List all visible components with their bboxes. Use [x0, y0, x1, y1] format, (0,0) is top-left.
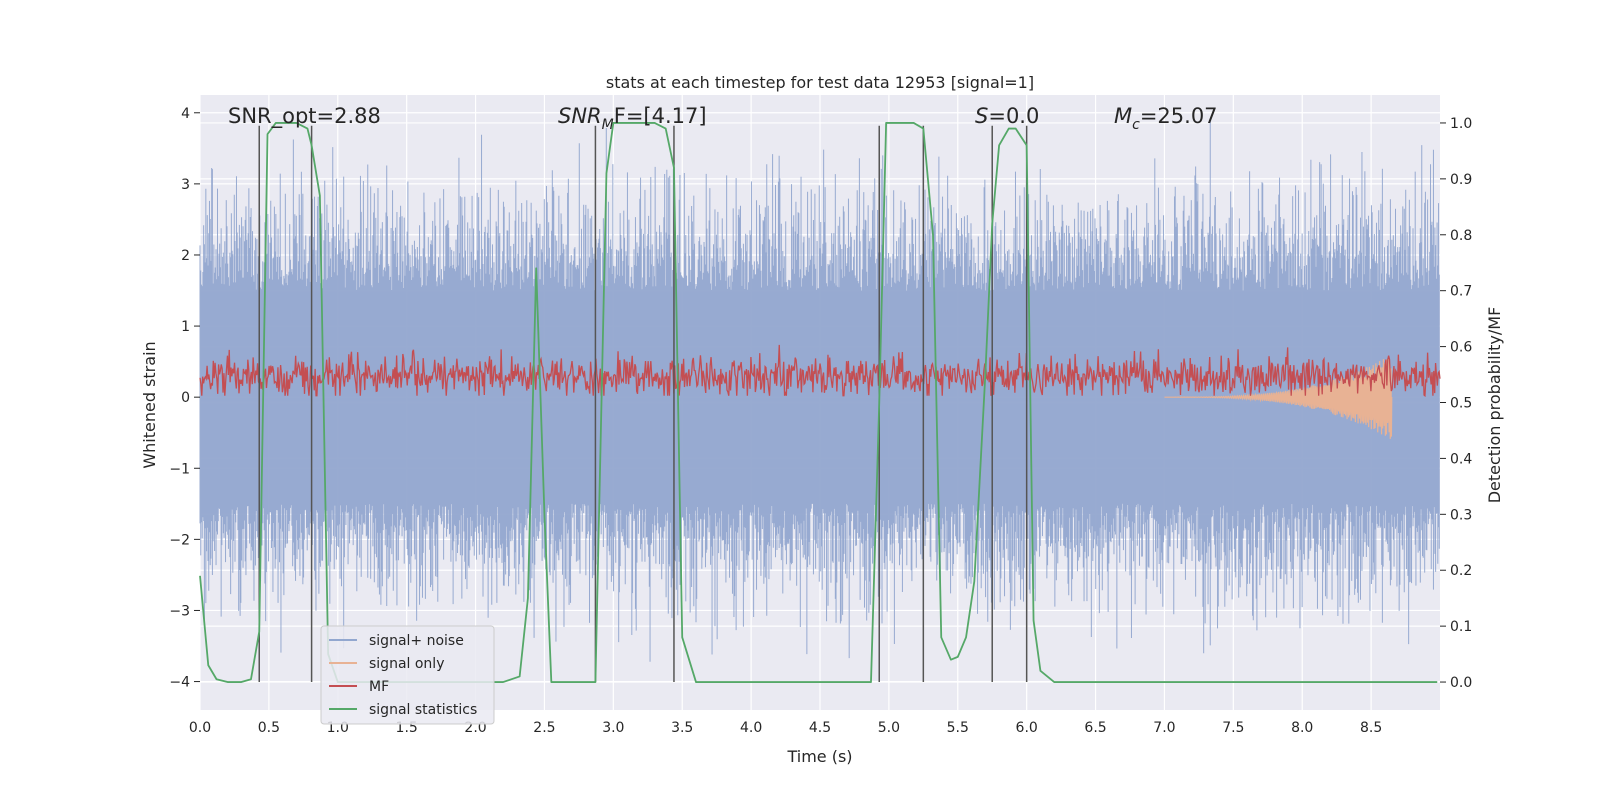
mc-value: =25.07: [1140, 104, 1218, 128]
snr-mf-subscript: M: [602, 117, 614, 133]
mf-line: [199, 344, 1441, 398]
y-right-tick-label: 0.6: [1450, 340, 1472, 356]
y-left-tick-label: 4: [181, 106, 190, 122]
y-right-tick-label: 0.1: [1450, 619, 1472, 635]
x-tick-label: 0.5: [258, 720, 280, 736]
mc-annotation: Mc=25.07: [1114, 104, 1218, 133]
legend-label: signal statistics: [369, 702, 477, 718]
y-right-tick-label: 0.5: [1450, 396, 1472, 412]
x-tick-label: 8.5: [1360, 720, 1382, 736]
snr-opt-annotation: SNR_opt=2.88: [228, 104, 381, 129]
signal-statistics-line: [199, 122, 1438, 683]
legend-label: MF: [369, 679, 389, 695]
x-tick-label: 4.0: [740, 720, 762, 736]
legend-label: signal only: [369, 656, 444, 672]
y-left-tick-label: 0: [181, 390, 190, 406]
y-left-tick-label: −2: [169, 532, 190, 548]
legend: signal+ noise signal only MF signal statist…: [320, 625, 495, 725]
x-axis-label: Time (s): [786, 747, 852, 766]
x-tick-label: 2.5: [533, 720, 555, 736]
y-left-tick-label: −1: [169, 461, 190, 477]
x-tick-label: 8.0: [1291, 720, 1313, 736]
x-tick-label: 5.5: [947, 720, 969, 736]
x-tick-label: 3.5: [671, 720, 693, 736]
x-tick-label: 7.5: [1222, 720, 1244, 736]
mf-series: [199, 344, 1441, 398]
snr-mf-annotation: SNRMF=[4.17]: [558, 104, 707, 133]
y-axis-right-label: Detection probability/MF: [1485, 307, 1504, 504]
legend-frame: [320, 625, 495, 725]
x-tick-label: 3.0: [602, 720, 624, 736]
x-tick-label: 6.0: [1016, 720, 1038, 736]
y-right-tick-label: 0.8: [1450, 228, 1472, 244]
snr-mf-value: F=[4.17]: [614, 104, 707, 128]
x-tick-label: 0.0: [189, 720, 211, 736]
y-right-tick-label: 0.9: [1450, 172, 1472, 188]
s-value: =0.0: [988, 104, 1039, 128]
y-right-tick-label: 0.4: [1450, 451, 1472, 467]
chart-title: stats at each timestep for test data 129…: [606, 73, 1034, 92]
s-annotation: S=0.0: [975, 104, 1039, 128]
y-right-tick-label: 0.0: [1450, 675, 1472, 691]
snr-mf-symbol: SNR: [558, 104, 602, 128]
y-left-tick-label: 3: [181, 177, 190, 193]
y-left-tick-label: 1: [181, 319, 190, 335]
signal-statistics-series: [199, 122, 1438, 683]
x-tick-label: 5.0: [878, 720, 900, 736]
signal-only-series: [1164, 356, 1393, 439]
mc-symbol: M: [1114, 104, 1132, 128]
x-tick-label: 7.0: [1153, 720, 1175, 736]
y-right-tick-label: 0.7: [1450, 284, 1472, 300]
x-tick-label: 6.5: [1084, 720, 1106, 736]
x-tick-label: 4.5: [809, 720, 831, 736]
ticks: 0.0 0.5 1.0 1.5 2.0 2.5 3.0 3.5 4.0 4.5 5.0 5.5 6.0 6…: [169, 106, 1472, 736]
y-left-tick-label: −3: [169, 603, 190, 619]
y-left-tick-label: 2: [181, 248, 190, 264]
legend-label: signal+ noise: [369, 633, 464, 649]
s-symbol: S: [975, 104, 988, 128]
y-axis-left-label: Whitened strain: [140, 341, 159, 468]
y-left-tick-label: −4: [169, 675, 190, 691]
y-right-tick-label: 0.3: [1450, 507, 1472, 523]
signal-only-line: [1164, 356, 1393, 439]
mc-subscript: c: [1132, 117, 1140, 133]
y-right-tick-label: 1.0: [1450, 116, 1472, 132]
y-right-tick-label: 0.2: [1450, 563, 1472, 579]
